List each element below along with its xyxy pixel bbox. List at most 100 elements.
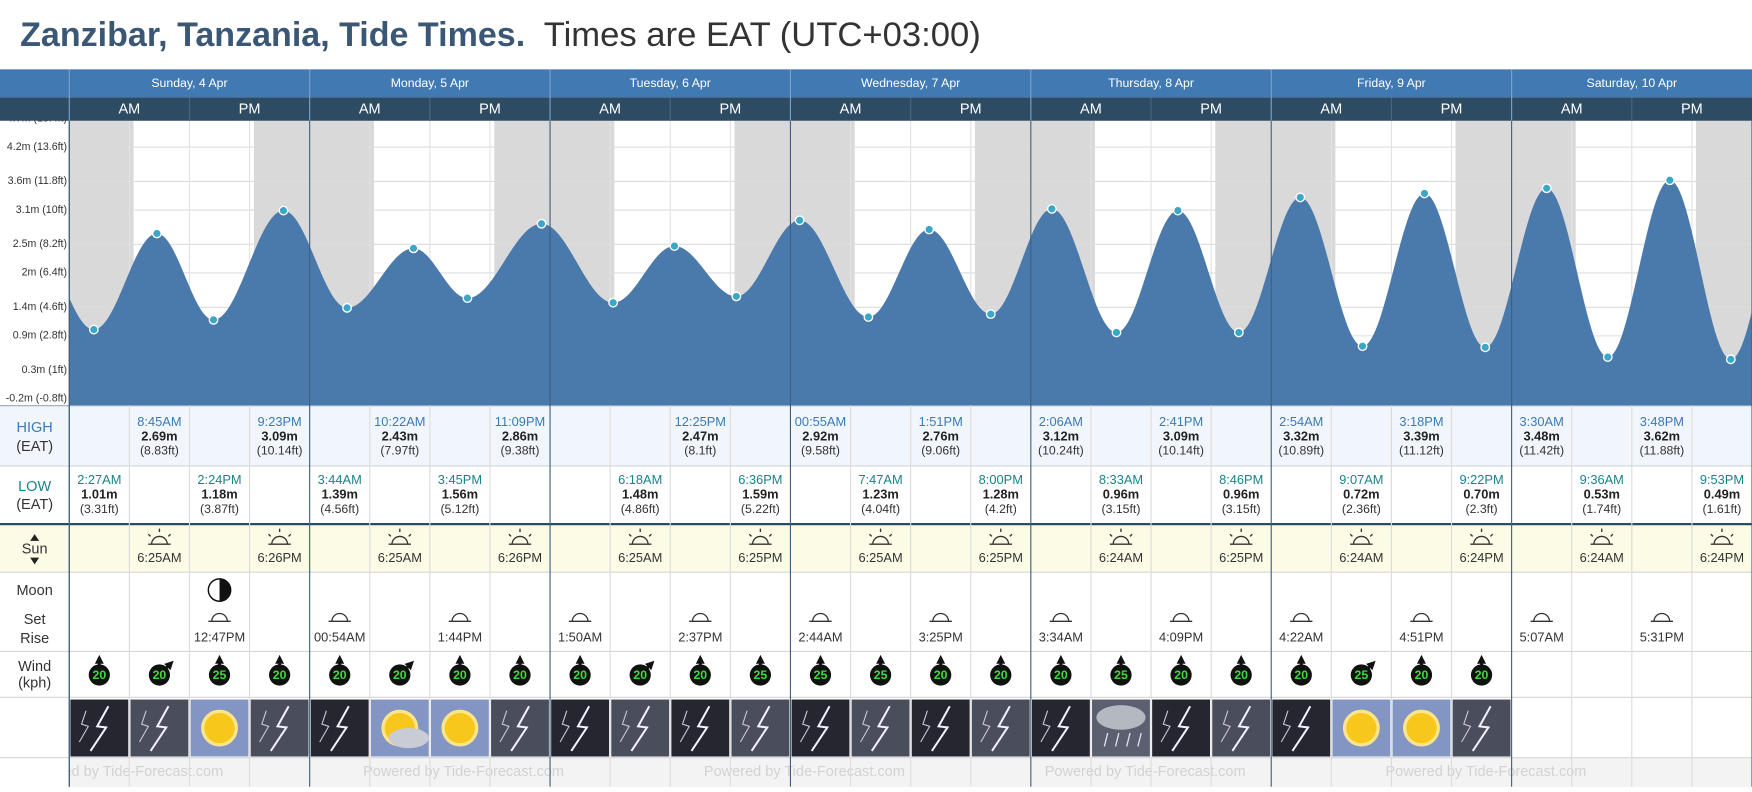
- low-height: 1.48m: [622, 486, 658, 501]
- wind-speed: 20: [693, 668, 707, 682]
- low-height: 0.53m: [1584, 486, 1620, 501]
- wind-circle: [148, 664, 171, 686]
- high-height: 2.86m: [502, 428, 538, 443]
- pm-label: PM: [960, 101, 982, 117]
- title: Zanzibar, Tanzania, Tide Times.: [20, 16, 525, 54]
- ampm-band: [0, 97, 1752, 121]
- wind-circle: [809, 664, 832, 686]
- moonset-time: 1:50AM: [558, 629, 602, 644]
- wind-arrow: [695, 654, 705, 668]
- weather-storm: [1452, 699, 1511, 757]
- wind-speed: 20: [153, 668, 167, 682]
- wind-circle: [1230, 664, 1252, 686]
- day-label: Wednesday, 7 Apr: [861, 76, 960, 90]
- high-height: 3.12m: [1043, 428, 1079, 443]
- wind-circle: [749, 664, 772, 686]
- low-height: 1.23m: [862, 486, 898, 501]
- moonset-time: 3:25PM: [919, 629, 963, 644]
- high-feet: (11.42ft): [1519, 444, 1564, 458]
- weather-storm: [491, 699, 549, 757]
- high-time: 12:25PM: [675, 414, 726, 429]
- high-height: 3.62m: [1644, 428, 1680, 443]
- wind-arrow: [1477, 654, 1487, 668]
- low-time: 3:44AM: [318, 472, 362, 487]
- low-tide-point: [608, 297, 619, 308]
- y-tick-label: 0.9m (2.8ft): [13, 330, 67, 342]
- sunrise-time: 6:24AM: [1339, 550, 1383, 565]
- high-feet: (11.88ft): [1639, 444, 1684, 458]
- high-feet: (9.06ft): [921, 444, 960, 458]
- low-feet: (3.15ft): [1222, 502, 1261, 516]
- cloud: [1096, 705, 1146, 730]
- wind-arrow: [515, 654, 525, 668]
- high-tide-point: [408, 243, 419, 254]
- high-tide-point: [278, 205, 289, 216]
- weather-storm: [310, 699, 369, 757]
- sunrise-icon: [1109, 528, 1133, 545]
- wind-speed: 20: [1294, 668, 1308, 682]
- wind-speed: 20: [934, 668, 948, 682]
- wind-arrow: [575, 654, 585, 668]
- low-feet: (2.3ft): [1466, 502, 1498, 516]
- wind-circle: [208, 664, 231, 686]
- day-label: Thursday, 8 Apr: [1108, 76, 1194, 90]
- wind-circle: [1410, 664, 1433, 686]
- low-time: 9:36AM: [1580, 472, 1624, 487]
- high-tide-point: [536, 218, 547, 229]
- lightning: [800, 710, 811, 743]
- high-feet: (10.24ft): [1038, 444, 1084, 458]
- low-tide-point: [1357, 341, 1368, 352]
- high-time: 2:41PM: [1159, 414, 1203, 429]
- moonset-icon: [809, 612, 832, 622]
- low-height: 0.96m: [1223, 486, 1259, 501]
- high-time: 11:09PM: [495, 414, 545, 429]
- sunrise-time: 6:25AM: [858, 550, 902, 565]
- moonset-time: 12:47PM: [194, 629, 245, 644]
- moonset-time: 5:07AM: [1520, 629, 1564, 644]
- lightning: [1231, 705, 1252, 752]
- wind-speed: 20: [1174, 668, 1188, 682]
- sunset-icon: [508, 528, 532, 545]
- low-height: 0.70m: [1463, 486, 1499, 501]
- lightning: [1220, 710, 1231, 743]
- low-height: 0.72m: [1343, 486, 1379, 501]
- wind-speed: 20: [994, 668, 1008, 682]
- lightning: [1160, 710, 1171, 743]
- moonset-icon: [1410, 612, 1433, 622]
- wind-arrow: [1416, 654, 1426, 668]
- am-label: AM: [840, 101, 862, 117]
- wind-circle: [329, 664, 351, 686]
- wind-circle: [1350, 664, 1372, 686]
- wind-arrow: [275, 654, 285, 668]
- high-tide-point: [1295, 192, 1306, 203]
- weather-storm: [1031, 699, 1090, 757]
- moonset-icon: [208, 612, 231, 622]
- low-time: 8:33AM: [1099, 472, 1143, 487]
- y-tick-label: -0.2m (-0.8ft): [6, 393, 67, 405]
- lightning: [78, 710, 90, 743]
- sunset-icon: [267, 528, 292, 545]
- low-tide-point: [88, 324, 99, 335]
- wind-speed: 20: [393, 668, 407, 682]
- weather-storm: [70, 699, 129, 757]
- moonset-time: 4:51PM: [1399, 629, 1443, 644]
- sunrise-icon: [147, 528, 172, 545]
- wind-speed: 20: [633, 668, 647, 682]
- moonset-icon: [1530, 612, 1553, 622]
- footer-left: [0, 757, 70, 788]
- low-height: 1.59m: [742, 486, 778, 501]
- high-label: HIGH: [16, 420, 52, 436]
- wind-speed: 20: [333, 668, 347, 682]
- y-tick-label: 3.6m (11.8ft): [8, 175, 67, 187]
- y-tick-label: 2m (6.4ft): [22, 267, 67, 279]
- sunrise-icon: [628, 528, 652, 545]
- high-height: 3.32m: [1283, 428, 1319, 443]
- cloud: [388, 728, 429, 749]
- high-feet: (11.12ft): [1399, 444, 1444, 458]
- high-time: 3:30AM: [1520, 414, 1564, 429]
- low-feet: (5.12ft): [440, 502, 479, 516]
- high-feet: (8.83ft): [140, 444, 179, 458]
- wind-circle: [1290, 664, 1312, 686]
- low-height: 0.96m: [1103, 486, 1139, 501]
